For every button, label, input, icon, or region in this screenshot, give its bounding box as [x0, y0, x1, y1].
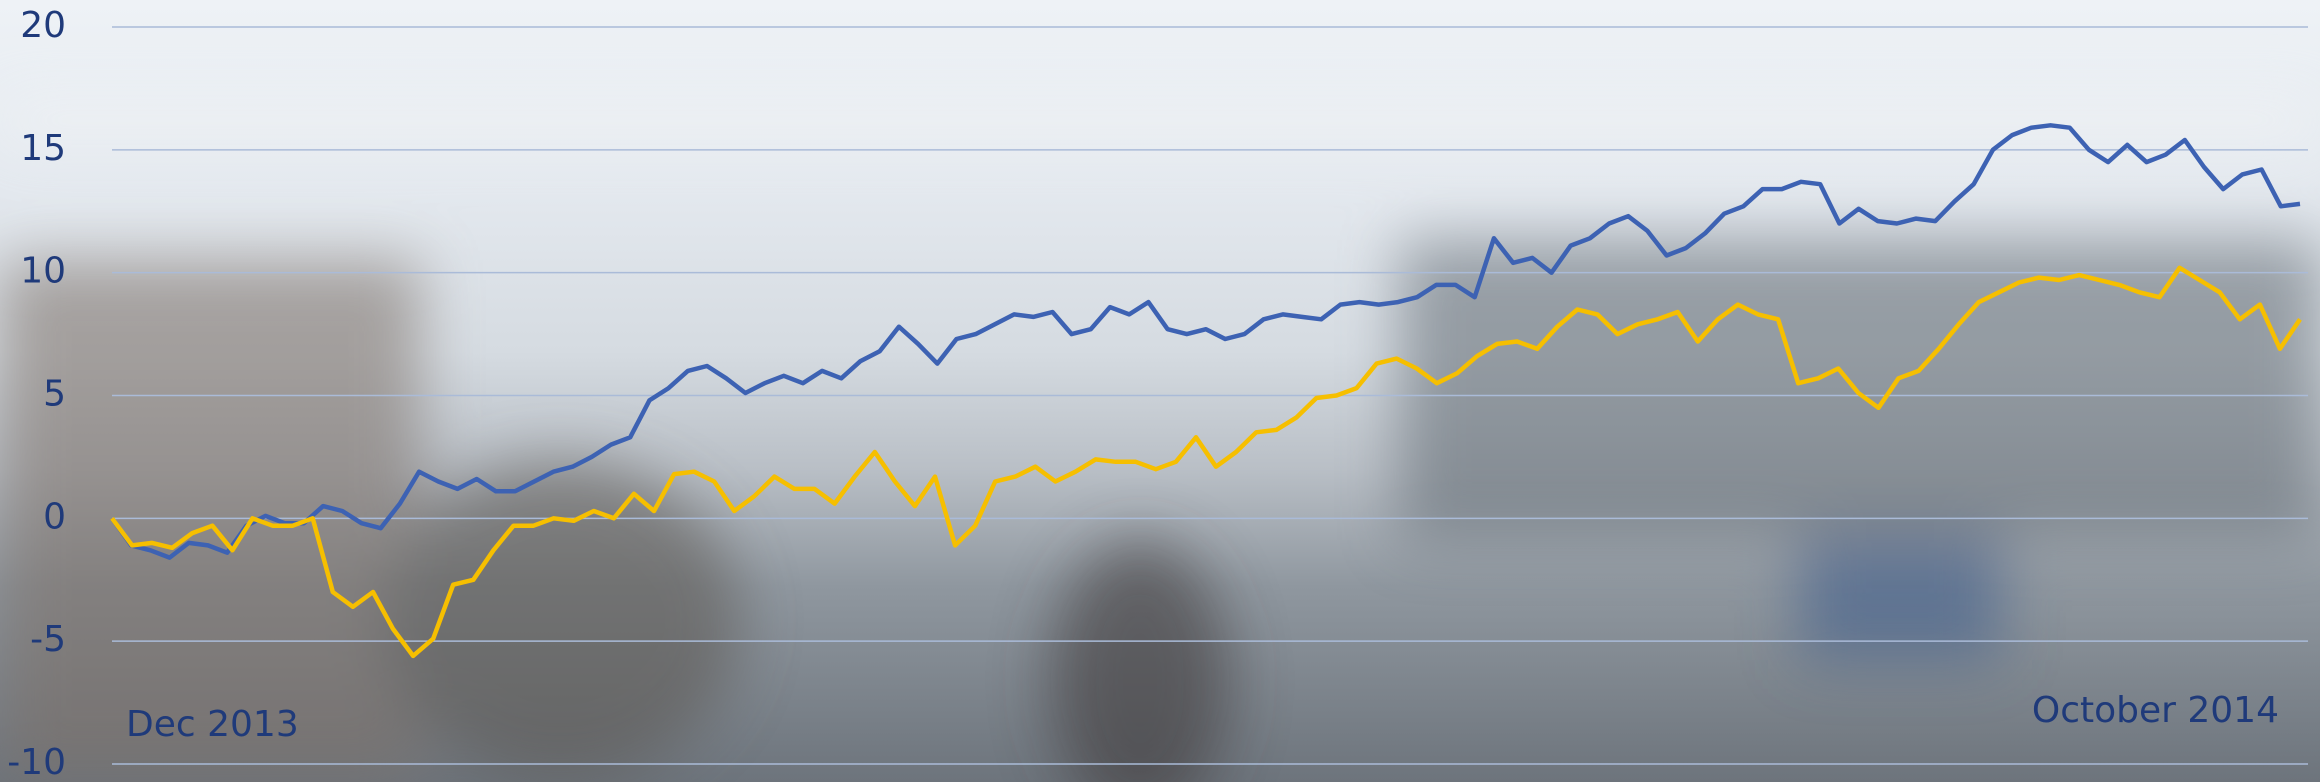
y-tick-label: 15: [20, 128, 66, 169]
background-shapes: [0, 100, 2320, 782]
series-line: [110, 123, 2301, 560]
y-tick-label: 20: [20, 5, 66, 46]
annotation: Dec 2013: [126, 704, 299, 745]
annotation: October 2014: [2032, 690, 2279, 731]
y-tick-label: -5: [30, 619, 66, 660]
y-tick-label: -10: [7, 742, 66, 782]
series-line: [110, 265, 2302, 659]
y-tick-label: 10: [20, 251, 66, 292]
y-tick-label: 0: [43, 496, 66, 537]
y-tick-label: 5: [43, 374, 66, 415]
